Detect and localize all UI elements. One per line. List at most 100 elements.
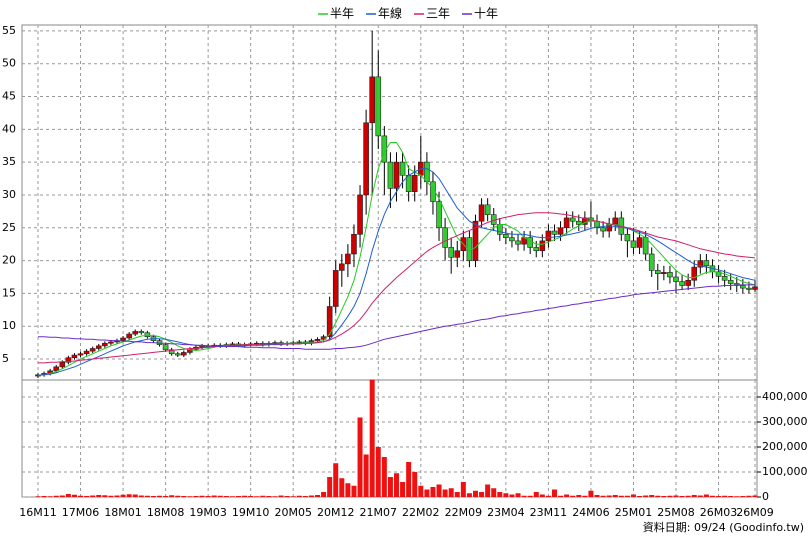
volume-bar xyxy=(345,483,351,497)
legend-label: 年線 xyxy=(378,6,402,21)
volume-bar xyxy=(545,495,551,497)
volume-bar xyxy=(588,490,594,497)
legend-label: 十年 xyxy=(474,7,498,21)
volume-bar xyxy=(96,495,102,497)
candle-body xyxy=(375,76,382,137)
candle-body xyxy=(503,234,509,238)
y-tick-label: 15 xyxy=(2,286,16,299)
volume-bar xyxy=(333,463,339,497)
candle-body xyxy=(442,227,448,248)
candle-body xyxy=(752,286,758,290)
volume-bar xyxy=(472,490,478,497)
y2-tick-label: 400,000 xyxy=(762,390,808,403)
x-tick-label: 18M01 xyxy=(104,506,142,519)
volume-bar xyxy=(126,494,132,497)
volume-bar xyxy=(406,462,412,497)
candle-body xyxy=(411,174,418,192)
volume-bar xyxy=(527,495,533,497)
volume-bar xyxy=(108,495,114,497)
volume-bar xyxy=(157,495,163,497)
candle-body xyxy=(545,230,552,242)
y-tick-label: 20 xyxy=(2,254,16,267)
volume-bar xyxy=(509,494,515,497)
candle-body xyxy=(95,345,102,349)
candle-body xyxy=(727,279,734,284)
volume-bar xyxy=(394,473,399,497)
y2-tick-label: 200,000 xyxy=(762,440,808,453)
volume-bar xyxy=(339,478,345,497)
x-tick-label: 24M06 xyxy=(572,506,610,519)
candle-body xyxy=(575,220,582,225)
volume-bar xyxy=(47,496,53,497)
volume-bar xyxy=(357,417,363,497)
candle-body xyxy=(138,331,145,334)
volume-bar xyxy=(71,494,77,497)
y-tick-label: 35 xyxy=(2,155,16,168)
volume-bar xyxy=(728,496,734,497)
candle-body xyxy=(533,247,540,252)
y-tick-label: 50 xyxy=(2,57,16,70)
y2-tick-label: 0 xyxy=(762,490,769,503)
volume-bar xyxy=(260,495,266,497)
volume-bar xyxy=(102,495,108,497)
candle-body xyxy=(600,227,606,232)
candle-body xyxy=(369,76,375,124)
x-tick-label: 19M10 xyxy=(232,506,270,519)
candle-body xyxy=(630,240,637,248)
candle-body xyxy=(484,204,491,215)
volume-bar xyxy=(703,494,709,497)
candle-body xyxy=(703,260,710,267)
candle-body xyxy=(168,349,175,355)
volume-bar xyxy=(321,492,327,497)
legend-label: 半年 xyxy=(330,7,354,21)
volume-bar xyxy=(90,495,96,497)
volume-bar xyxy=(637,496,643,497)
y2-tick-label: 300,000 xyxy=(762,415,808,428)
volume-bar xyxy=(418,485,424,497)
volume-bar xyxy=(533,492,539,497)
y-tick-label: 40 xyxy=(2,122,16,135)
volume-bar xyxy=(290,496,296,497)
volume-bar xyxy=(612,495,618,497)
candle-body xyxy=(332,270,339,307)
volume-bar xyxy=(35,496,41,497)
candle-body xyxy=(673,276,679,282)
x-tick-label: 18M08 xyxy=(147,506,185,519)
volume-bar xyxy=(661,496,667,497)
candle-body xyxy=(685,279,691,286)
volume-bar xyxy=(284,496,290,497)
volume-bar xyxy=(740,496,746,497)
volume-bar xyxy=(84,496,90,497)
candle-body xyxy=(478,204,485,222)
ma-line xyxy=(38,212,756,364)
volume-bar xyxy=(242,495,248,497)
volume-bar xyxy=(734,496,740,497)
volume-bar xyxy=(558,495,564,497)
volume-bar xyxy=(163,496,169,497)
volume-bar xyxy=(497,492,503,497)
candle-body xyxy=(187,348,193,353)
candle-body xyxy=(89,348,96,352)
volume-bar xyxy=(624,495,630,497)
volume-bar xyxy=(381,457,387,497)
candle-body xyxy=(399,161,406,176)
candle-body xyxy=(551,230,558,235)
volume-bar xyxy=(375,447,381,497)
volume-bar xyxy=(667,495,673,497)
volume-bar xyxy=(576,495,582,497)
volume-bar xyxy=(460,482,466,497)
candle-body xyxy=(144,332,151,337)
volume-bar xyxy=(412,472,418,497)
candle-body xyxy=(648,253,655,271)
candle-body xyxy=(424,161,430,183)
candle-body xyxy=(515,240,521,245)
candle-body xyxy=(667,272,673,278)
volume-bar xyxy=(618,495,624,497)
volume-bar xyxy=(266,496,272,497)
volume-bar xyxy=(59,495,65,497)
volume-bar xyxy=(424,489,430,497)
candle-body xyxy=(102,342,108,347)
candle-body xyxy=(108,341,114,344)
volume-bar xyxy=(454,492,460,497)
candle-body xyxy=(721,276,728,281)
